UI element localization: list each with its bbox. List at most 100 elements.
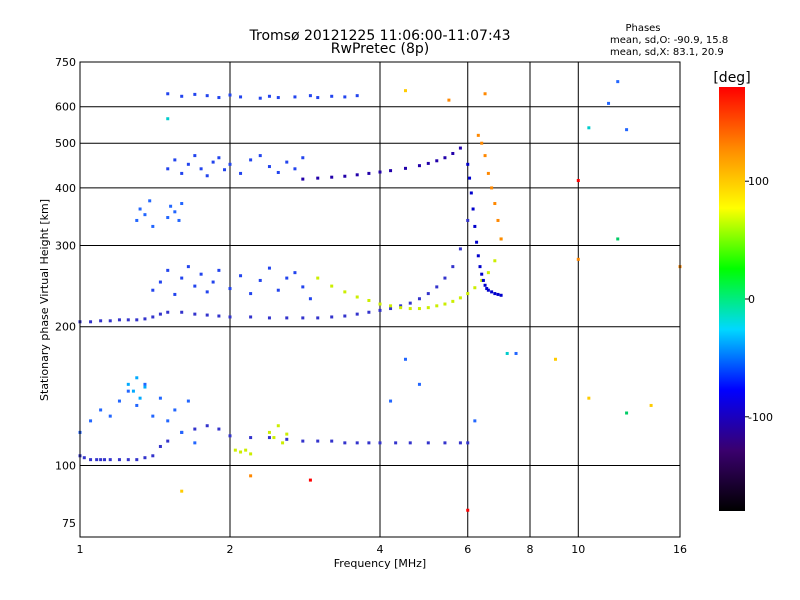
data-point (616, 237, 620, 241)
data-point (451, 265, 455, 269)
data-point (217, 427, 221, 431)
data-point (276, 288, 280, 292)
data-point (481, 278, 485, 282)
data-point (180, 430, 184, 434)
data-point (177, 218, 181, 222)
data-point (126, 382, 130, 386)
data-point (490, 290, 494, 294)
data-point (355, 441, 359, 445)
data-point (166, 117, 170, 121)
data-point (293, 271, 297, 275)
data-point (186, 162, 190, 166)
data-point (89, 320, 93, 324)
data-point (378, 441, 382, 445)
data-point (135, 403, 139, 407)
data-point (276, 96, 280, 100)
data-point (486, 171, 490, 175)
data-point (233, 448, 237, 452)
colorbar-label: [deg] (713, 70, 750, 86)
data-point (249, 158, 253, 162)
data-point (239, 171, 243, 175)
data-point (244, 448, 248, 452)
data-point (151, 454, 155, 458)
y-tick-label: 75 (62, 517, 76, 530)
data-point (276, 424, 280, 428)
data-point (469, 191, 473, 195)
data-point (399, 306, 403, 310)
data-point (143, 213, 147, 217)
data-point (466, 292, 470, 296)
data-point (625, 411, 629, 415)
data-point (180, 310, 184, 314)
data-point (417, 307, 421, 311)
data-point (158, 280, 162, 284)
data-point (483, 92, 487, 96)
data-point (493, 202, 497, 206)
data-point (228, 434, 232, 438)
data-point (426, 441, 430, 445)
data-point (443, 302, 447, 306)
data-point (343, 441, 347, 445)
data-point (649, 403, 653, 407)
data-point (169, 204, 173, 208)
data-point (166, 419, 170, 423)
data-point (343, 290, 347, 294)
data-point (480, 141, 484, 145)
data-point (117, 318, 121, 322)
data-point (217, 314, 221, 318)
data-point (378, 302, 382, 306)
data-point (316, 316, 320, 320)
y-tick-label: 600 (55, 101, 76, 114)
data-point (151, 315, 155, 319)
colorbar-tick-label: 100 (748, 175, 769, 188)
data-point (143, 382, 147, 386)
data-point (426, 161, 430, 165)
data-point (587, 396, 591, 400)
data-point (166, 216, 170, 220)
data-point (285, 160, 289, 164)
data-point (301, 177, 305, 181)
data-point (180, 202, 184, 206)
data-point (496, 292, 500, 296)
data-point (239, 95, 243, 99)
data-point (389, 399, 393, 403)
x-tick-label: 8 (527, 543, 534, 556)
data-point (443, 441, 447, 445)
data-point (267, 165, 271, 169)
data-point (143, 456, 147, 460)
data-point (228, 315, 232, 319)
data-point (103, 458, 107, 462)
data-point (166, 92, 170, 96)
stats-heading: Phases (625, 23, 660, 34)
data-point (499, 237, 503, 241)
data-point (435, 304, 439, 308)
data-point (466, 218, 470, 222)
data-point (193, 284, 197, 288)
data-point (180, 171, 184, 175)
data-point (99, 319, 103, 323)
data-point (473, 286, 477, 290)
data-point (576, 257, 580, 261)
data-point (408, 301, 412, 305)
data-point (485, 287, 489, 291)
data-point (475, 240, 479, 244)
data-point (205, 290, 209, 294)
data-point (301, 316, 305, 320)
data-point (180, 489, 184, 493)
data-point (193, 92, 197, 96)
data-point (258, 154, 262, 158)
stats-line-o: mean, sd,O: -90.9, 15.8 (610, 35, 728, 46)
data-point (135, 376, 139, 380)
data-point (126, 318, 130, 322)
data-point (616, 80, 620, 84)
data-point (466, 162, 470, 166)
data-point (451, 299, 455, 303)
data-point (217, 268, 221, 272)
data-point (180, 276, 184, 280)
data-point (480, 272, 484, 276)
data-point (447, 98, 451, 102)
data-point (239, 450, 243, 454)
data-point (135, 218, 139, 222)
data-point (249, 474, 253, 478)
data-point (443, 276, 447, 280)
